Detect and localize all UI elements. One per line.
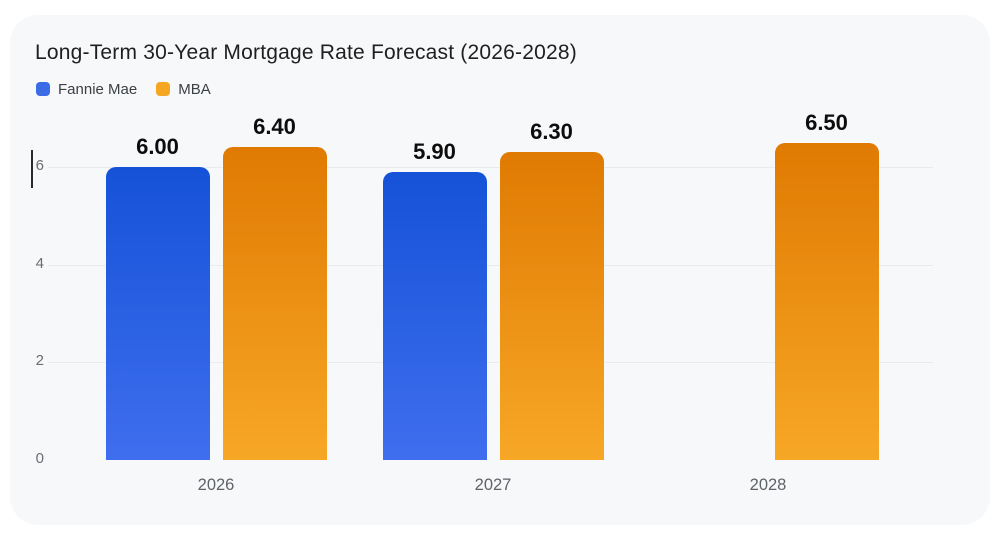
x-axis-label-2028: 2028	[749, 476, 787, 494]
value-label-fannie-mae-2027: 5.90	[413, 138, 456, 164]
y-axis-tick-0: 0	[35, 450, 44, 467]
y-axis-line-fragment	[31, 150, 33, 188]
legend-item-mba[interactable]: MBA	[156, 81, 211, 98]
bar-mba-2028[interactable]	[774, 142, 879, 460]
bar-fannie-mae-2026[interactable]	[105, 167, 210, 460]
legend-label: Fannie Mae	[58, 80, 138, 98]
legend-item-fannie-mae[interactable]: Fannie Mae	[36, 81, 137, 98]
gridline-4	[48, 264, 933, 266]
chart-card: Long-Term 30-Year Mortgage Rate Forecast…	[10, 15, 990, 525]
gridline-6	[48, 167, 933, 169]
y-axis-tick-4: 4	[35, 254, 44, 272]
x-axis-label-2027: 2027	[474, 476, 512, 494]
x-axis-label-2026: 2026	[197, 476, 235, 494]
mba-swatch-icon	[156, 82, 171, 96]
legend: Fannie Mae MBA	[36, 79, 211, 99]
chart-title: Long-Term 30-Year Mortgage Rate Forecast…	[35, 41, 577, 64]
value-label-mba-2028: 6.50	[805, 109, 848, 135]
y-axis-tick-6: 6	[35, 157, 44, 175]
fannie-mae-swatch-icon	[36, 82, 50, 96]
legend-label: MBA	[178, 80, 211, 98]
bar-fannie-mae-2027[interactable]	[382, 171, 487, 460]
bar-mba-2027[interactable]	[499, 152, 604, 460]
value-label-mba-2027: 6.30	[530, 119, 573, 145]
y-axis-tick-2: 2	[35, 352, 44, 370]
value-label-mba-2026: 6.40	[253, 114, 296, 140]
bar-mba-2026[interactable]	[222, 147, 327, 460]
value-label-fannie-mae-2026: 6.00	[136, 134, 179, 160]
gridline-2	[48, 362, 933, 364]
plot-area: 0 2 4 6 2026 2027 2028 6.00 5.90 6.40 6.30 6.50	[10, 15, 990, 525]
